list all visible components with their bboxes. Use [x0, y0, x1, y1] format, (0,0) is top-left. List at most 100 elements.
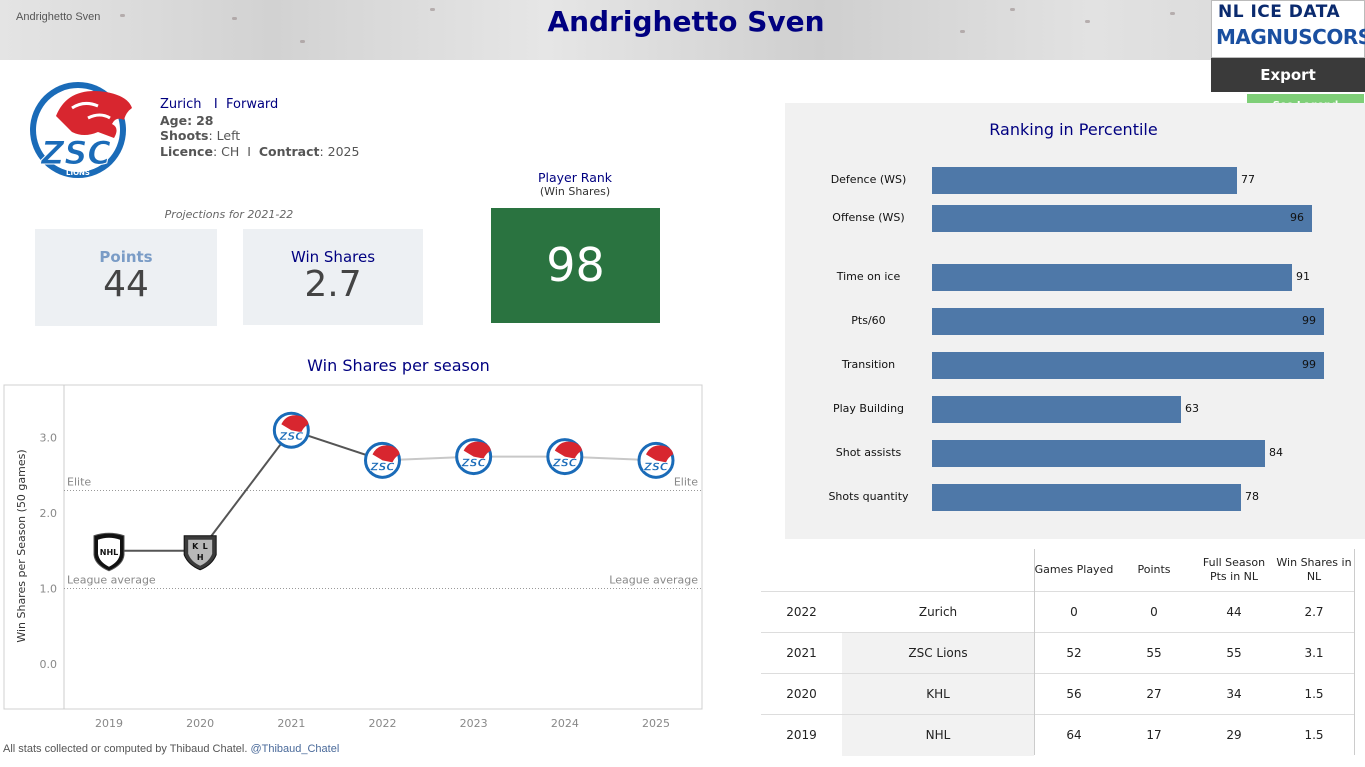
table-cell-season: 2021: [786, 646, 817, 660]
ranking-bar-label: Shots quantity: [828, 490, 909, 503]
export-button[interactable]: Export: [1211, 58, 1365, 92]
age-line: Age: 28: [160, 113, 359, 129]
age-label: Age:: [160, 112, 193, 128]
zsc-lions-logo: ZSC LIONS: [30, 82, 132, 178]
win-shares-card: Win Shares 2.7: [243, 229, 423, 325]
table-row-shade: [761, 633, 842, 674]
svg-text:ZSC: ZSC: [370, 460, 395, 473]
svg-text:ZSC: ZSC: [40, 134, 111, 172]
table-cell-value: 44: [1226, 605, 1242, 619]
table-row-shade: [842, 633, 1034, 674]
ws-y-tick-label: 0.0: [40, 658, 58, 671]
player-info: Zurich I Forward Age: 28 Shoots: Left Li…: [160, 97, 359, 159]
ranking-bar: [932, 205, 1312, 232]
ranking-bar: [932, 396, 1181, 423]
table-cell-value: 34: [1226, 687, 1242, 701]
zsc-logo-marker: ZSC: [637, 441, 675, 479]
ws-reference-label-left: League average: [67, 573, 156, 586]
ws-x-tick-label: 2022: [369, 717, 397, 730]
ws-y-tick-label: 1.0: [40, 582, 58, 595]
zsc-logo-marker: ZSC: [272, 411, 310, 449]
licence-label: Licence: [160, 143, 213, 159]
ws-y-tick-label: 2.0: [40, 507, 58, 520]
table-row-shade: [761, 674, 842, 715]
table-row-shade: [761, 592, 1355, 633]
table-cell-season: 2019: [786, 728, 817, 742]
projections-label: Projections for 2021-22: [164, 208, 294, 221]
win-shares-chart: 0.0 1.0 2.0 3.0 Win Shares per Season (50 ga…: [3, 384, 703, 730]
shoots-line: Shoots: Left: [160, 128, 359, 144]
ws-x-tick-label: 2025: [642, 717, 670, 730]
age-value: 28: [196, 112, 214, 128]
table-cell-value: 0: [1070, 605, 1078, 619]
contract-label: Contract: [258, 143, 320, 159]
svg-text:ZSC: ZSC: [461, 457, 486, 470]
table-row: 2022 Zurich 0 0 44 2.7: [761, 591, 1355, 633]
svg-text:ZSC: ZSC: [643, 460, 668, 473]
ws-plot-frame: [3, 384, 703, 710]
table-row: 2019 NHL 64 17 29 1.5: [761, 714, 1355, 756]
footer-handle[interactable]: @Thibaud_Chatel: [250, 743, 340, 755]
footer: All stats collected or computed by Thiba…: [3, 743, 339, 755]
season-stats-table: Games Played Points Full Season Pts in NL W…: [761, 549, 1355, 756]
position: Forward: [226, 97, 279, 112]
table-cell-value: 52: [1066, 646, 1082, 660]
footer-credit: All stats collected or computed by Thiba…: [3, 743, 248, 755]
ranking-bar-label: Pts/60: [851, 314, 886, 327]
brand-logo: NL ICE DATA MAGNUSCORSI: [1211, 0, 1365, 58]
table-cell-value: 55: [1146, 646, 1162, 660]
ws-reference-label-right: Elite: [674, 475, 698, 488]
table-cell-value: 17: [1146, 728, 1162, 742]
player-rank-title: Player Rank: [537, 170, 613, 185]
info-separator: I: [213, 97, 218, 112]
team-name: Zurich: [160, 97, 202, 112]
svg-text:K: K: [192, 542, 199, 551]
ranking-bar-label: Play Building: [832, 402, 905, 415]
table-divider: [1034, 549, 1035, 755]
table-row: 2020 KHL 56 27 34 1.5: [761, 673, 1355, 715]
table-row-shade: [842, 674, 1034, 715]
table-cell-team: Zurich: [918, 605, 958, 619]
table-cell-team: NHL: [925, 728, 951, 742]
shoots-value: : Left: [208, 128, 241, 143]
table-cell-value: 2.7: [1304, 605, 1324, 619]
table-divider: [1354, 549, 1355, 755]
ranking-bar-value: 84: [1269, 446, 1283, 459]
ranking-bar-value: 99: [1302, 358, 1316, 371]
ws-x-tick-label: 2021: [277, 717, 305, 730]
ws-x-tick-label: 2019: [95, 717, 123, 730]
player-rank-subtitle: (Win Shares): [539, 185, 611, 198]
table-cell-team: ZSC Lions: [908, 646, 968, 660]
points-label: Points: [99, 248, 153, 266]
ranking-bar-label: Transition: [841, 358, 896, 371]
svg-text:H: H: [197, 553, 204, 562]
player-rank-value: 98: [491, 208, 660, 323]
ws-line-segment: [199, 429, 293, 552]
points-card: Points 44: [35, 229, 217, 326]
ws-y-axis-label: Win Shares per Season (50 games): [15, 449, 28, 642]
table-cell-value: 64: [1066, 728, 1082, 742]
ranking-bar: [932, 484, 1241, 511]
ranking-bar-label: Defence (WS): [830, 173, 907, 186]
ranking-bar-value: 78: [1245, 490, 1259, 503]
ranking-bar: [932, 308, 1324, 335]
header-banner: Andrighetto Sven Andrighetto Sven: [0, 0, 1365, 60]
page-title: Andrighetto Sven: [547, 5, 825, 38]
win-shares-value: 2.7: [304, 264, 362, 305]
ranking-bar: [932, 352, 1324, 379]
table-cell-value: 55: [1226, 646, 1242, 660]
contract-value: : 2025: [319, 143, 360, 159]
ws-reference-label-right: League average: [609, 573, 698, 586]
shoots-label: Shoots: [160, 128, 209, 143]
licence-value: : CH: [212, 143, 240, 159]
ranking-bar-value: 91: [1296, 270, 1310, 283]
zsc-logo-marker: ZSC: [546, 438, 584, 476]
ranking-bar-value: 77: [1241, 173, 1255, 186]
licence-line: Licence: CH I Contract: 2025: [160, 144, 359, 160]
table-header-cell: Points: [1137, 563, 1171, 576]
svg-text:ZSC: ZSC: [278, 430, 303, 443]
team-position-line: Zurich I Forward: [160, 97, 359, 113]
player-rank-label: Player Rank (Win Shares): [490, 171, 660, 199]
table-cell-value: 0: [1150, 605, 1158, 619]
win-shares-label: Win Shares: [290, 248, 376, 266]
